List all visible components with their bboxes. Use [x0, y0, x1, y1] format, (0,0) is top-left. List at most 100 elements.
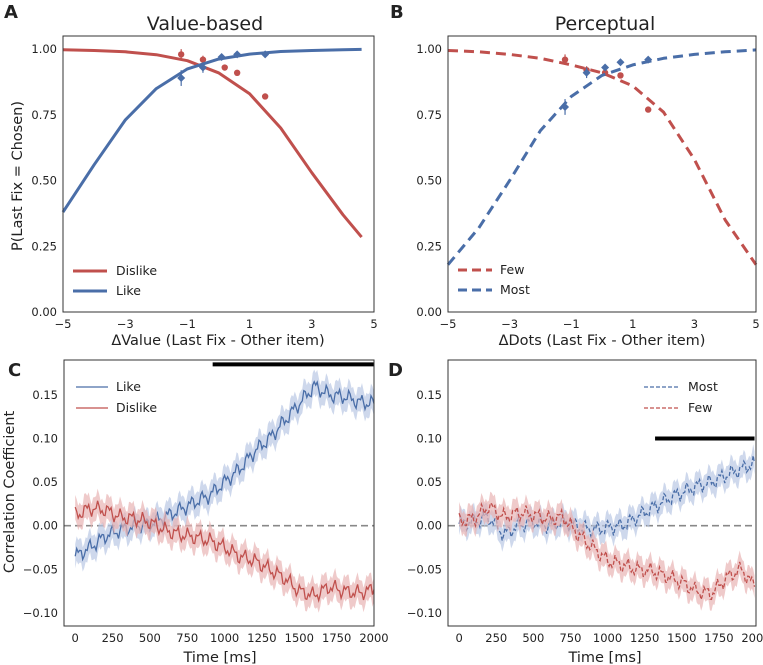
y-tick-label-b-1: 0.25 — [416, 239, 442, 253]
data-point-dislike-0 — [177, 51, 185, 58]
x-tick-label-b-2: −1 — [563, 317, 580, 331]
y-axis-label-c: Correlation Coefficient — [2, 411, 18, 574]
legend-label-like-c: Like — [116, 379, 141, 394]
y-tick-label-a-0: 0.00 — [31, 305, 57, 319]
y-tick-label-c-5: 0.15 — [32, 388, 58, 402]
x-tick-label-c-8: 2000 — [359, 631, 388, 645]
legend-label-dislike-c: Dislike — [116, 400, 157, 415]
x-tick-label-a-5: 5 — [370, 317, 377, 331]
y-tick-label-b-4: 1.00 — [416, 42, 442, 56]
x-tick-label-b-3: 1 — [629, 317, 636, 331]
y-ticks-a: 0.00 0.25 0.50 0.75 1.00 — [31, 42, 57, 319]
legend-b: Few Most — [458, 262, 530, 297]
x-tick-label-a-1: −3 — [117, 317, 134, 331]
data-point-few-3 — [617, 72, 624, 79]
data-point-like-2 — [217, 53, 226, 62]
x-ticks-b: −5 −3 −1 1 3 5 — [440, 317, 760, 331]
legend-d: Most Few — [644, 379, 718, 415]
panel-letter-b: B — [390, 2, 404, 23]
data-point-dislike-4 — [261, 93, 269, 100]
data-point-dislike-2 — [221, 64, 228, 71]
data-point-like-4 — [261, 50, 270, 59]
y-tick-label-b-0: 0.00 — [416, 305, 442, 319]
data-point-most-4 — [644, 55, 653, 64]
x-axis-label-b: ΔDots (Last Fix - Other item) — [499, 333, 706, 349]
x-ticks-d: 0 250 500 750 1000 1250 1500 1750 2000 — [455, 631, 763, 645]
y-tick-label-a-1: 0.25 — [31, 239, 57, 253]
y-tick-label-c-1: −0.05 — [23, 562, 58, 576]
fit-curve-dislike — [62, 48, 363, 239]
x-tick-label-c-3: 750 — [176, 631, 198, 645]
series-line-dislike-c — [74, 500, 375, 604]
x-tick-label-a-4: 3 — [308, 317, 315, 331]
y-tick-label-a-2: 0.50 — [31, 174, 57, 188]
plot-area-c — [64, 362, 375, 613]
x-tick-label-a-3: 1 — [246, 317, 253, 331]
legend-label-like: Like — [116, 283, 141, 298]
x-tick-label-b-4: 3 — [691, 317, 698, 331]
panel-letter-c: C — [8, 360, 21, 381]
x-tick-label-c-2: 500 — [139, 631, 161, 645]
data-point-most-3 — [616, 58, 625, 67]
data-point-few-4 — [645, 106, 652, 113]
x-tick-label-c-0: 0 — [72, 631, 79, 645]
data-point-like-1 — [198, 63, 207, 72]
x-tick-label-d-2: 500 — [522, 631, 544, 645]
y-tick-label-c-4: 0.10 — [32, 431, 58, 445]
x-tick-label-b-0: −5 — [440, 317, 457, 331]
series-line-few-d — [458, 501, 756, 602]
x-axis-label-d: Time [ms] — [567, 650, 641, 665]
panel-title-b: Perceptual — [555, 13, 655, 35]
y-tick-label-d-1: −0.05 — [407, 562, 442, 576]
x-tick-label-d-0: 0 — [455, 631, 462, 645]
data-point-most-1 — [582, 68, 591, 77]
panel-a: A Value-based 0.000.250.500.751.00 −5 −3−… — [4, 2, 378, 349]
y-tick-label-a-4: 1.00 — [31, 42, 57, 56]
data-point-like-3 — [233, 50, 242, 59]
y-tick-label-b-3: 0.75 — [416, 108, 442, 122]
plot-area-a — [61, 47, 363, 239]
x-tick-label-d-6: 1500 — [667, 631, 696, 645]
x-tick-label-b-1: −3 — [501, 317, 518, 331]
y-tick-label-d-0: −0.10 — [407, 606, 442, 620]
x-tick-label-d-8: 2000 — [741, 631, 763, 645]
axes-frame-d — [447, 359, 757, 627]
x-tick-label-d-5: 1250 — [630, 631, 659, 645]
x-tick-label-c-7: 1750 — [322, 631, 351, 645]
fit-curve-few — [447, 49, 758, 266]
x-tick-label-b-5: 5 — [752, 317, 759, 331]
axes-frame-a — [62, 35, 375, 313]
panel-letter-d: D — [388, 360, 403, 381]
legend-label-most: Most — [500, 282, 530, 297]
x-tick-label-c-6: 1500 — [285, 631, 314, 645]
y-tick-label-c-2: 0.00 — [32, 519, 58, 533]
x-tick-label-c-4: 1000 — [210, 631, 239, 645]
x-ticks-a: −5 −3 −1 1 3 5 — [55, 317, 378, 331]
data-point-dislike-1 — [199, 56, 207, 63]
data-point-dislike-3 — [233, 69, 241, 77]
x-tick-label-d-3: 750 — [559, 631, 581, 645]
data-point-most-0 — [561, 102, 570, 111]
x-ticks-c: 0 250 500 750 1000 1250 1500 1750 2000 — [72, 631, 389, 645]
legend-label-few: Few — [500, 262, 524, 277]
axes-frame-b — [447, 35, 757, 313]
y-ticks-d: −0.10 −0.05 0.00 0.05 0.10 0.15 — [407, 388, 442, 620]
x-tick-label-c-1: 250 — [102, 631, 124, 645]
data-point-few-0 — [561, 56, 569, 63]
y-tick-label-d-4: 0.10 — [416, 431, 442, 445]
fit-curve-most — [446, 48, 757, 266]
x-tick-label-d-1: 250 — [485, 631, 507, 645]
y-tick-label-a-3: 0.75 — [31, 108, 57, 122]
axes-frame-c — [63, 359, 375, 627]
legend-c: Like Dislike — [76, 379, 157, 415]
panel-letter-a: A — [4, 2, 18, 23]
y-ticks-c: −0.10 −0.05 0.00 0.05 0.10 0.15 — [23, 388, 58, 620]
fit-curve-like — [61, 47, 362, 213]
x-axis-label-c: Time [ms] — [182, 650, 256, 665]
data-point-most-2 — [601, 63, 610, 72]
y-tick-label-d-3: 0.05 — [416, 475, 442, 489]
legend-label-few-d: Few — [688, 400, 712, 415]
y-axis-label-a: P(Last Fix = Chosen) — [10, 101, 26, 251]
y-tick-label-c-0: −0.10 — [23, 606, 58, 620]
